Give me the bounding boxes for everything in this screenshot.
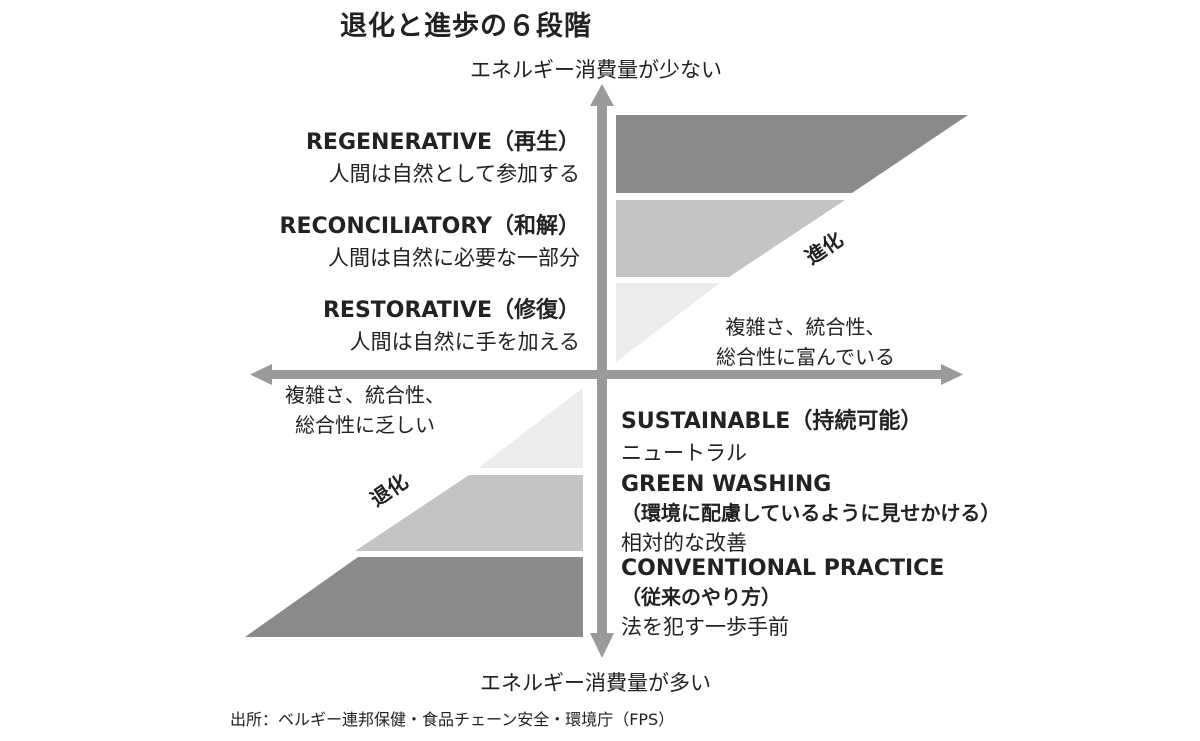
- stage-sub: （従来のやり方）: [621, 585, 781, 609]
- stage-desc: 法を犯す一歩手前: [621, 615, 789, 639]
- stage-conventional: CONVENTIONAL PRACTICE （従来のやり方） 法を犯す一歩手前: [621, 556, 944, 641]
- band-reconciliatory: [616, 200, 845, 277]
- source-note: 出所：ベルギー連邦保健・食品チェーン安全・環境庁（FPS）: [230, 710, 675, 729]
- stage-restorative: RESTORATIVE（修復） 人間は自然に手を加える: [323, 292, 580, 356]
- stage-desc: 人間は自然として参加する: [328, 162, 580, 186]
- stage-sustainable: SUSTAINABLE（持続可能） ニュートラル: [621, 403, 922, 467]
- stage-name: RECONCILIATORY（和解）: [279, 214, 580, 239]
- band-regenerative: [616, 115, 968, 193]
- stage-desc: 人間は自然に手を加える: [349, 330, 580, 354]
- stage-name: REGENERATIVE（再生）: [305, 130, 580, 155]
- right-label-line: 複雑さ、統合性、: [725, 315, 886, 339]
- stage-name: RESTORATIVE（修復）: [322, 298, 580, 323]
- vertical-axis: [597, 104, 607, 634]
- left-label-line: 複雑さ、統合性、: [285, 383, 445, 407]
- axis-top-label: エネルギー消費量が少ない: [470, 58, 722, 82]
- stage-name: CONVENTIONAL PRACTICE: [621, 556, 945, 581]
- page-title: 退化と進歩の６段階: [340, 11, 592, 42]
- right-axis-label: 複雑さ、統合性、 総合性に富んでいる: [716, 312, 895, 372]
- axis-arrow-left-icon: [250, 364, 272, 385]
- stage-desc: 人間は自然に必要な一部分: [328, 246, 580, 270]
- band-restorative: [616, 283, 720, 362]
- stage-regenerative: REGENERATIVE（再生） 人間は自然として参加する: [306, 124, 580, 188]
- stage-name: GREEN WASHING: [621, 472, 832, 497]
- axis-bottom-label: エネルギー消費量が多い: [480, 671, 711, 695]
- stage-desc: 相対的な改善: [621, 531, 747, 555]
- band-sustainable: [478, 388, 583, 468]
- left-label-line: 総合性に乏しい: [295, 413, 435, 437]
- left-axis-label: 複雑さ、統合性、 総合性に乏しい: [285, 380, 445, 440]
- evolution-label: 進化: [801, 227, 848, 269]
- band-conventional: [245, 557, 583, 637]
- stage-greenwashing: GREEN WASHING （環境に配慮しているように見せかける） 相対的な改善: [621, 472, 1000, 557]
- stage-desc: ニュートラル: [621, 441, 747, 465]
- right-label-line: 総合性に富んでいる: [716, 345, 895, 369]
- stage-reconciliatory: RECONCILIATORY（和解） 人間は自然に必要な一部分: [280, 208, 580, 272]
- horizontal-axis: [270, 370, 945, 379]
- stage-name: SUSTAINABLE（持続可能）: [621, 409, 923, 434]
- axis-arrow-down-icon: [590, 633, 614, 658]
- band-greenwashing: [355, 475, 583, 551]
- axis-arrow-up-icon: [590, 84, 614, 106]
- axis-arrow-right-icon: [941, 364, 963, 385]
- regression-label: 退化: [366, 469, 413, 511]
- stage-sub: （環境に配慮しているように見せかける）: [621, 501, 1001, 525]
